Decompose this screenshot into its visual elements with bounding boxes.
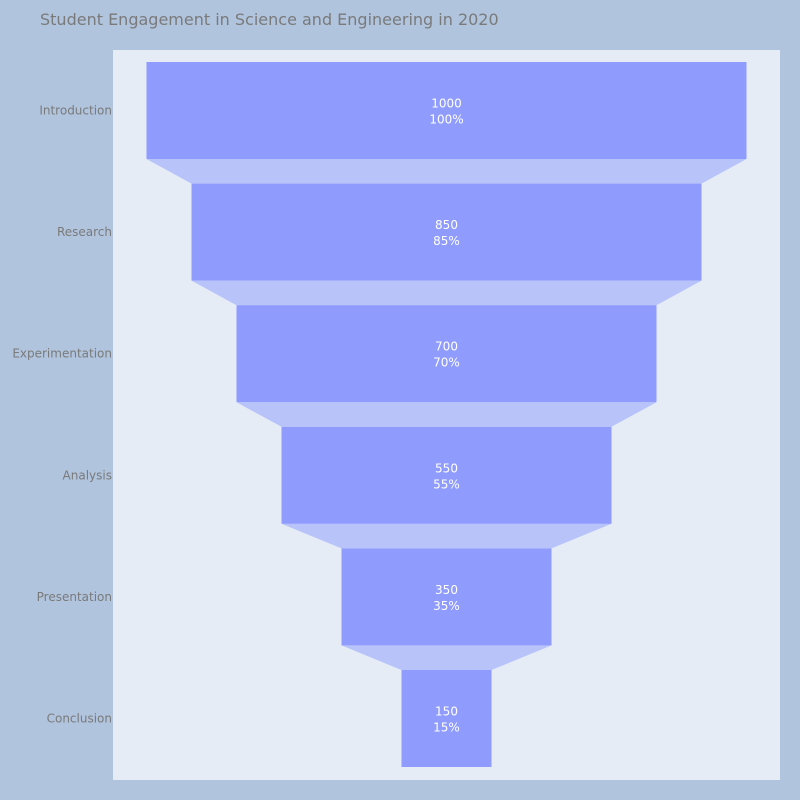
funnel-connector-4 (281, 523, 612, 549)
percent-label-conclusion: 15% (433, 721, 460, 735)
value-labels: 1000 100% 850 85% 700 70% 550 55% 350 35% 150 15% (429, 97, 463, 735)
funnel-connector-5 (341, 645, 552, 670)
category-label-research: Research (57, 225, 112, 239)
funnel-bar-introduction (146, 62, 747, 159)
funnel-bar-analysis (281, 426, 612, 524)
percent-label-research: 85% (433, 234, 460, 248)
funnel-bars (146, 62, 747, 767)
funnel-bar-presentation (341, 548, 552, 646)
percent-label-experimentation: 70% (433, 356, 460, 370)
category-label-introduction: Introduction (39, 104, 112, 118)
funnel-connector-3 (236, 402, 657, 427)
chart-title: Student Engagement in Science and Engine… (40, 10, 499, 29)
category-label-analysis: Analysis (63, 468, 112, 482)
category-labels: Introduction Research Experimentation Analy… (12, 104, 112, 726)
funnel-bar-conclusion (401, 670, 492, 767)
funnel-bar-experimentation (236, 305, 657, 403)
funnel-connector-1 (146, 159, 747, 184)
value-label-conclusion: 150 (435, 705, 458, 719)
percent-label-presentation: 35% (433, 599, 460, 613)
category-label-experimentation: Experimentation (12, 347, 112, 361)
value-label-analysis: 550 (435, 461, 458, 475)
category-label-conclusion: Conclusion (47, 712, 112, 726)
funnel-connectors (146, 159, 747, 670)
funnel-bar-research (191, 183, 702, 281)
value-label-experimentation: 700 (435, 340, 458, 354)
value-label-research: 850 (435, 218, 458, 232)
value-label-presentation: 350 (435, 583, 458, 597)
percent-label-introduction: 100% (429, 113, 463, 127)
funnel-connector-2 (191, 280, 702, 306)
category-label-presentation: Presentation (37, 590, 112, 604)
percent-label-analysis: 55% (433, 477, 460, 491)
value-label-introduction: 1000 (431, 97, 462, 111)
